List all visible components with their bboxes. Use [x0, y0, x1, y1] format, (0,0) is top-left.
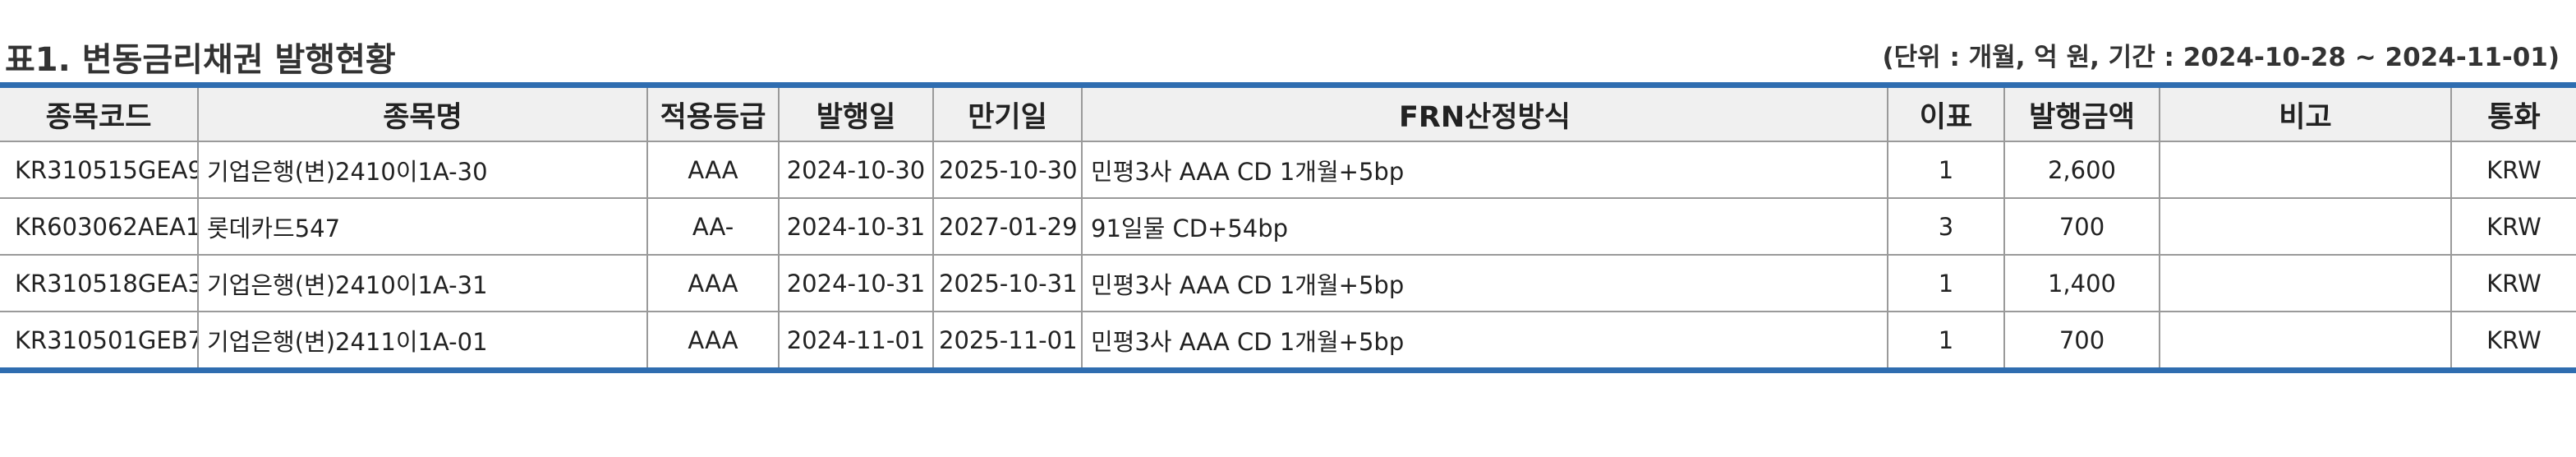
- col-header-note: 비고: [2159, 85, 2452, 142]
- cell-frn-method: 91일물 CD+54bp: [1081, 197, 1888, 256]
- frn-issuance-table: 종목코드 종목명 적용등급 발행일 만기일 FRN산정방식 이표 발행금액 비고…: [0, 82, 2576, 373]
- col-header-name: 종목명: [197, 85, 648, 142]
- cell-issue-date: 2024-10-31: [778, 197, 934, 256]
- cell-grade: AA-: [646, 197, 780, 256]
- cell-name: 기업은행(변)2410이1A-30: [197, 141, 648, 199]
- col-header-currency: 통화: [2450, 85, 2576, 142]
- table-header-area: 표1. 변동금리채권 발행현황 (단위 : 개월, 억 원, 기간 : 2024…: [0, 0, 2576, 81]
- cell-name: 기업은행(변)2410이1A-31: [197, 254, 648, 312]
- cell-note: [2159, 141, 2452, 199]
- cell-frn-method: 민평3사 AAA CD 1개월+5bp: [1081, 311, 1888, 371]
- cell-amount: 700: [2003, 197, 2160, 256]
- cell-note: [2159, 311, 2452, 371]
- cell-amount: 2,600: [2003, 141, 2160, 199]
- cell-coupon: 1: [1887, 254, 2005, 312]
- cell-grade: AAA: [646, 254, 780, 312]
- cell-currency: KRW: [2450, 311, 2576, 371]
- cell-code: KR310515GEA9: [0, 141, 199, 199]
- cell-currency: KRW: [2450, 197, 2576, 256]
- cell-currency: KRW: [2450, 141, 2576, 199]
- cell-maturity-date: 2025-10-31: [932, 254, 1083, 312]
- cell-maturity-date: 2025-11-01: [932, 311, 1083, 371]
- cell-grade: AAA: [646, 141, 780, 199]
- cell-coupon: 1: [1887, 141, 2005, 199]
- unit-period-note: (단위 : 개월, 억 원, 기간 : 2024-10-28 ~ 2024-11…: [1882, 43, 2560, 72]
- cell-amount: 1,400: [2003, 254, 2160, 312]
- col-header-code: 종목코드: [0, 85, 199, 142]
- cell-maturity-date: 2025-10-30: [932, 141, 1083, 199]
- cell-note: [2159, 197, 2452, 256]
- cell-code: KR310501GEB7: [0, 311, 199, 371]
- table-row: KR310515GEA9 기업은행(변)2410이1A-30 AAA 2024-…: [0, 141, 2576, 199]
- cell-note: [2159, 254, 2452, 312]
- cell-currency: KRW: [2450, 254, 2576, 312]
- col-header-grade: 적용등급: [646, 85, 780, 142]
- cell-coupon: 1: [1887, 311, 2005, 371]
- table-title: 표1. 변동금리채권 발행현황: [5, 41, 396, 79]
- col-header-maturity-date: 만기일: [932, 85, 1083, 142]
- col-header-frn-method: FRN산정방식: [1081, 85, 1888, 142]
- cell-issue-date: 2024-10-31: [778, 254, 934, 312]
- cell-frn-method: 민평3사 AAA CD 1개월+5bp: [1081, 141, 1888, 199]
- cell-issue-date: 2024-10-30: [778, 141, 934, 199]
- col-header-amount: 발행금액: [2003, 85, 2160, 142]
- table-row: KR310518GEA3 기업은행(변)2410이1A-31 AAA 2024-…: [0, 254, 2576, 312]
- header-row: 종목코드 종목명 적용등급 발행일 만기일 FRN산정방식 이표 발행금액 비고…: [0, 85, 2576, 142]
- cell-issue-date: 2024-11-01: [778, 311, 934, 371]
- cell-amount: 700: [2003, 311, 2160, 371]
- col-header-coupon: 이표: [1887, 85, 2005, 142]
- cell-maturity-date: 2027-01-29: [932, 197, 1083, 256]
- cell-name: 롯데카드547: [197, 197, 648, 256]
- cell-name: 기업은행(변)2411이1A-01: [197, 311, 648, 371]
- cell-frn-method: 민평3사 AAA CD 1개월+5bp: [1081, 254, 1888, 312]
- col-header-issue-date: 발행일: [778, 85, 934, 142]
- cell-code: KR310518GEA3: [0, 254, 199, 312]
- cell-coupon: 3: [1887, 197, 2005, 256]
- cell-code: KR603062AEA1: [0, 197, 199, 256]
- cell-grade: AAA: [646, 311, 780, 371]
- table-row: KR603062AEA1 롯데카드547 AA- 2024-10-31 2027…: [0, 197, 2576, 256]
- table-row: KR310501GEB7 기업은행(변)2411이1A-01 AAA 2024-…: [0, 311, 2576, 371]
